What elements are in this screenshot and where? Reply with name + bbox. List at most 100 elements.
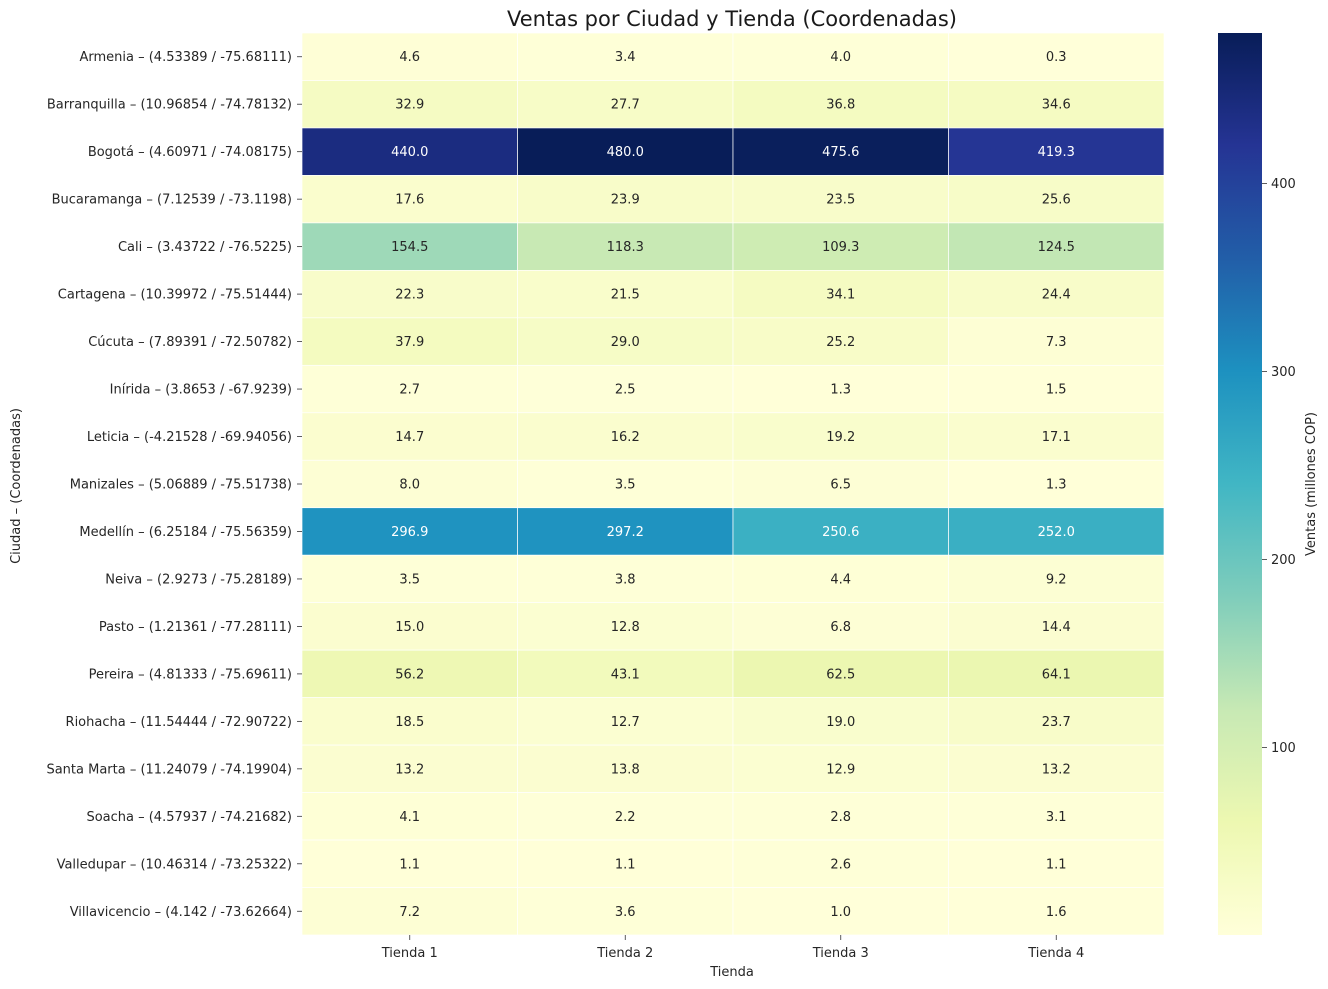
y-tick-label: Pasto – (1.21361 / -77.28111) [99, 620, 292, 635]
y-tick-label: Villavicencio – (4.142 / -73.62664) [70, 905, 292, 920]
colorbar-label: Ventas (millones COP) [1304, 412, 1319, 556]
cell-value-label: 2.5 [615, 383, 636, 398]
cell-value-label: 3.4 [615, 50, 636, 65]
heatmap-cell [948, 32, 1165, 81]
cell-value-label: 64.1 [1042, 667, 1071, 682]
y-tick-label: Neiva – (2.9273 / -75.28189) [105, 572, 292, 587]
heatmap-cell [948, 744, 1165, 793]
x-tick-labels: Tienda 1 Tienda 2 Tienda 3 Tienda 4 [381, 935, 1084, 961]
cell-value-label: 15.0 [395, 620, 424, 635]
cell-value-label: 1.1 [615, 857, 636, 872]
cell-value-label: 1.3 [1046, 478, 1067, 493]
cell-value-label: 9.2 [1046, 572, 1067, 587]
heatmap-cell [948, 412, 1165, 461]
cell-value-label: 124.5 [1038, 240, 1075, 255]
heatmap-cell [948, 554, 1165, 604]
heatmap-cell [732, 412, 949, 461]
y-tick-label: Cali – (3.43722 / -76.5225) [118, 240, 292, 255]
heatmap-cell [301, 839, 518, 888]
heatmap-cell [517, 649, 734, 698]
cell-value-label: 475.6 [822, 145, 859, 160]
cell-value-label: 3.5 [615, 478, 636, 493]
cell-value-label: 25.2 [826, 335, 855, 350]
cell-value-label: 24.4 [1042, 288, 1071, 303]
heatmap-cell [948, 887, 1165, 936]
cell-value-label: 17.6 [395, 193, 424, 208]
cell-value-label: 18.5 [395, 715, 424, 730]
heatmap-cell [732, 317, 949, 366]
cell-value-label: 1.0 [830, 905, 851, 920]
cell-value-label: 2.7 [399, 383, 420, 398]
heatmap-cell [301, 222, 518, 271]
cell-value-label: 34.6 [1042, 98, 1071, 113]
cell-value-label: 17.1 [1042, 430, 1071, 445]
heatmap-cell [301, 317, 518, 366]
cell-value-label: 2.2 [615, 810, 636, 825]
cell-value-label: 0.3 [1046, 50, 1067, 65]
cell-value-label: 3.5 [399, 572, 420, 587]
cell-value-label: 4.0 [830, 50, 851, 65]
y-tick-label: Cartagena – (10.39972 / -75.51444) [58, 288, 292, 303]
cell-value-label: 29.0 [611, 335, 640, 350]
heatmap-cell [301, 649, 518, 698]
heatmap-cell [948, 839, 1165, 888]
heatmap-cell [732, 602, 949, 651]
heatmap-cell [301, 80, 518, 129]
cell-value-label: 8.0 [399, 478, 420, 493]
heatmap-cell [732, 887, 949, 936]
cell-value-label: 25.6 [1042, 193, 1071, 208]
heatmap-cell [517, 792, 734, 841]
heatmap-cell [517, 602, 734, 651]
heatmap-cell [301, 175, 518, 224]
heatmap-cell [517, 554, 734, 604]
colorbar-tick-label: 400 [1271, 177, 1296, 192]
y-tick-label: Pereira – (4.81333 / -75.69611) [89, 667, 292, 682]
colorbar [1218, 33, 1262, 935]
cell-value-label: 16.2 [611, 430, 640, 445]
y-tick-label: Riohacha – (11.54444 / -72.90722) [66, 715, 292, 730]
cell-value-label: 19.2 [826, 430, 855, 445]
y-tick-label: Bucaramanga – (7.12539 / -73.1198) [52, 193, 292, 208]
heatmap-cell [517, 839, 734, 888]
heatmap-cell [948, 602, 1165, 651]
cell-value-label: 7.2 [399, 905, 420, 920]
cell-value-label: 37.9 [395, 335, 424, 350]
heatmap-cell [517, 127, 734, 176]
cell-value-label: 1.1 [1046, 857, 1067, 872]
heatmap-cell [732, 364, 949, 414]
y-axis-label: Ciudad – (Coordenadas) [9, 408, 24, 564]
cell-value-label: 23.5 [826, 193, 855, 208]
y-tick-label: Cúcuta – (7.89391 / -72.50782) [88, 335, 292, 350]
heatmap-cell [732, 649, 949, 698]
cell-value-label: 21.5 [611, 288, 640, 303]
cell-value-label: 118.3 [607, 240, 644, 255]
y-tick-label: Inírida – (3.8653 / -67.9239) [110, 383, 292, 398]
cell-value-label: 4.6 [399, 50, 420, 65]
cell-value-label: 296.9 [391, 525, 428, 540]
cell-value-label: 14.7 [395, 430, 424, 445]
heatmap-cell [517, 175, 734, 224]
cell-value-label: 1.3 [830, 383, 851, 398]
cell-value-label: 440.0 [391, 145, 428, 160]
colorbar-tick-label: 300 [1271, 365, 1296, 380]
heatmap-cell [948, 459, 1165, 509]
cell-value-label: 4.1 [399, 810, 420, 825]
heatmap-cell [517, 744, 734, 793]
heatmap-cell [732, 554, 949, 604]
heatmap-cell [517, 507, 734, 556]
cell-value-label: 27.7 [611, 98, 640, 113]
heatmap-cell [948, 80, 1165, 129]
heatmap-cell [517, 459, 734, 509]
y-tick-label: Medellín – (6.25184 / -75.56359) [79, 525, 292, 540]
x-tick-label: Tienda 1 [381, 946, 438, 961]
cell-value-label: 43.1 [611, 667, 640, 682]
heatmap-cell [948, 317, 1165, 366]
y-tick-label: Soacha – (4.57937 / -74.21682) [86, 810, 292, 825]
cell-value-label: 12.7 [611, 715, 640, 730]
heatmap-cell [301, 554, 518, 604]
heatmap-cell [517, 270, 734, 319]
heatmap-cell [301, 32, 518, 81]
heatmap-cell [948, 792, 1165, 841]
cell-value-label: 6.8 [830, 620, 851, 635]
heatmap-cells: 4.6 3.4 4.0 0.3 32.9 27.7 36.8 34.6 440.0 480.0 47… [301, 32, 1165, 936]
